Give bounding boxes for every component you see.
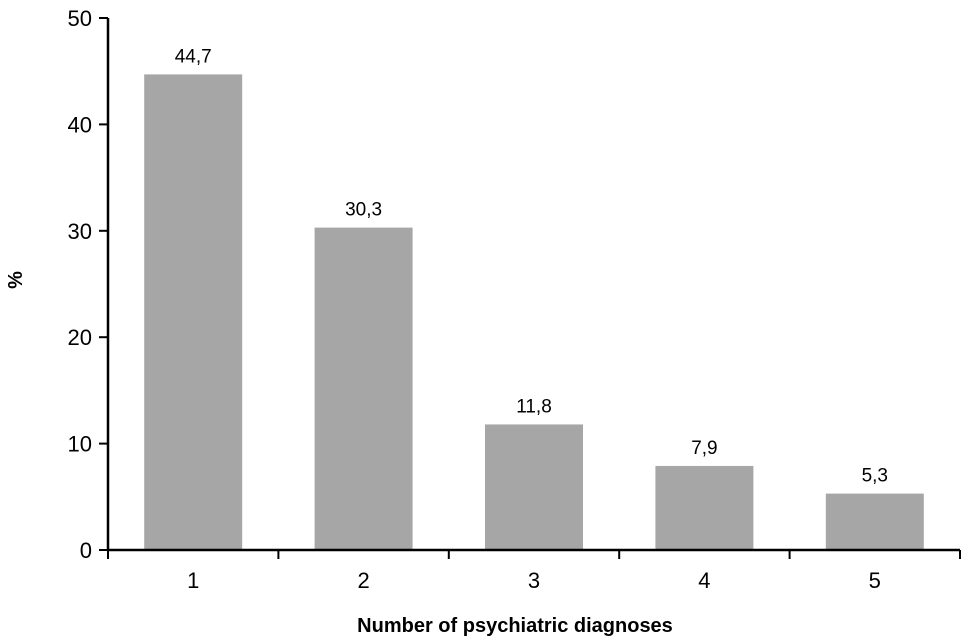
bar [655, 465, 754, 550]
y-tick-label: 10 [68, 432, 92, 457]
x-axis-ticks: 1 2 3 4 5 [107, 550, 961, 593]
bar [825, 493, 924, 550]
bar-value-label: 44,7 [175, 46, 212, 67]
x-tick-label: 2 [357, 568, 369, 593]
y-tick-label: 0 [80, 538, 92, 563]
bar-value-label: 30,3 [345, 200, 382, 221]
y-axis-title: % [5, 271, 27, 289]
y-tick-label: 30 [68, 219, 92, 244]
y-axis-ticks: 0 10 20 30 40 50 [68, 6, 108, 563]
y-tick-label: 40 [68, 112, 92, 137]
x-tick-label: 4 [698, 568, 710, 593]
bar [485, 424, 583, 550]
x-tick-label: 5 [869, 568, 881, 593]
data-labels: 44,7 30,3 11,8 7,9 5,3 [175, 46, 888, 486]
bar-value-label: 11,8 [516, 396, 552, 417]
bar-value-label: 5,3 [862, 466, 888, 487]
y-tick-label: 50 [68, 6, 92, 31]
bars [144, 74, 924, 550]
x-axis-title: Number of psychiatric diagnoses [357, 615, 673, 637]
bar [314, 227, 413, 550]
x-tick-label: 1 [187, 568, 199, 593]
bar-value-label: 7,9 [691, 438, 717, 459]
y-tick-label: 20 [68, 325, 92, 350]
bar [144, 74, 243, 550]
x-tick-label: 3 [528, 568, 540, 593]
